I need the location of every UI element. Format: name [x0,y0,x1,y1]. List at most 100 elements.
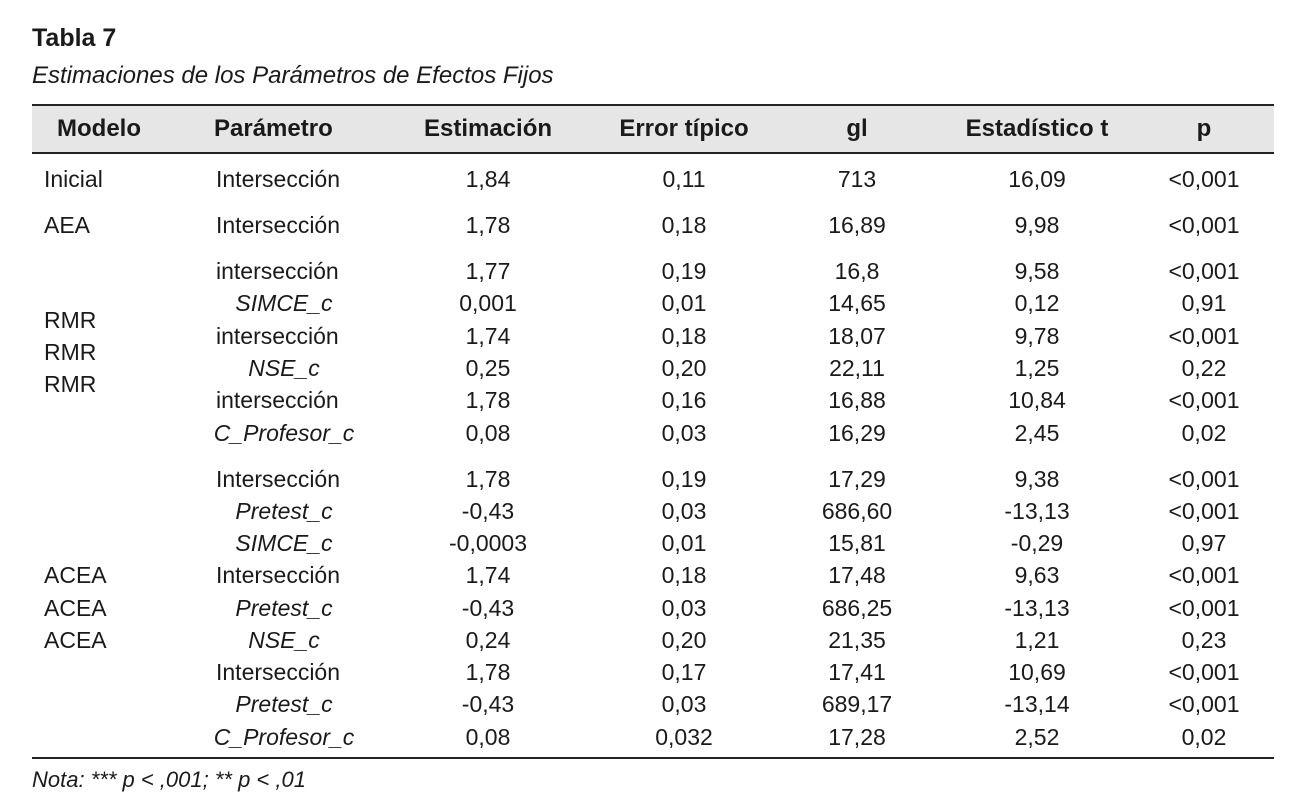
error-tipico-cell: 0,03 [661,420,707,446]
error-tipico-cell: 0,01 [661,530,707,556]
error-tipico-cell: 0,03 [661,595,707,621]
p-cell: <0,001 [1168,387,1240,413]
p-cell: <0,001 [1168,498,1240,524]
gl-cell: 686,60 [821,498,893,524]
p-cell: <0,001 [1168,323,1240,349]
error-tipico-cell: 0,01 [661,290,707,316]
estimacion-cell: 0,08 [465,420,511,446]
p-cell: 0,97 [1181,530,1227,556]
error-tipico-cell: 0,16 [661,387,707,413]
estadistico-t-cell: 2,45 [1014,420,1060,446]
estadistico-t-cell: 9,63 [1014,562,1060,588]
gl-cell: 16,29 [828,420,886,446]
top-rule [32,104,1274,106]
error-tipico-cell: 0,17 [661,659,707,685]
model-label-acea: ACEA [44,627,107,653]
estimacion-cell: -0,43 [461,691,515,717]
param-cell: intersección [216,323,339,349]
gl-cell: 16,89 [828,212,886,238]
param-cell: Intersección [216,659,341,685]
gl-cell: 16,8 [834,258,880,284]
estadistico-t-cell: 16,09 [1008,166,1066,192]
gl-cell: 22,11 [829,355,885,381]
p-cell: <0,001 [1168,166,1240,192]
model-label-acea: ACEA [44,595,107,621]
error-tipico-cell: 0,03 [661,691,707,717]
header-gl: gl [846,115,868,142]
error-tipico-cell: 0,032 [655,724,713,750]
gl-cell: 686,25 [821,595,893,621]
model-label-rmr: RMR [44,371,97,397]
error-tipico-cell: 0,20 [661,355,707,381]
p-cell: 0,91 [1181,290,1227,316]
error-tipico-cell: 0,11 [662,166,706,192]
p-cell: 0,22 [1181,355,1227,381]
p-cell: <0,001 [1168,258,1240,284]
p-cell: <0,001 [1168,659,1240,685]
header-modelo: Modelo [57,115,141,142]
param-cell: C_Profesor_c [213,724,355,750]
gl-cell: 18,07 [828,323,886,349]
error-tipico-cell: 0,19 [661,466,707,492]
estadistico-t-cell: -13,14 [1004,691,1070,717]
estadistico-t-cell: -13,13 [1004,498,1070,524]
error-tipico-cell: 0,18 [661,323,707,349]
error-tipico-cell: 0,18 [661,212,707,238]
table-subtitle: Estimaciones de los Parámetros de Efecto… [32,62,554,89]
model-label-inicial: Inicial [44,166,103,192]
estadistico-t-cell: 9,38 [1014,466,1060,492]
header-estadistico-t: Estadístico t [965,115,1109,142]
estimacion-cell: 1,74 [465,562,511,588]
p-cell: 0,02 [1181,724,1227,750]
estadistico-t-cell: 9,78 [1014,323,1060,349]
gl-cell: 17,28 [828,724,886,750]
param-cell: NSE_c [248,355,320,381]
estadistico-t-cell: -13,13 [1004,595,1070,621]
estimacion-cell: 1,78 [465,212,511,238]
gl-cell: 21,35 [828,627,886,653]
model-label-rmr: RMR [44,339,97,365]
estimacion-cell: 1,78 [465,659,511,685]
bottom-rule [32,757,1274,759]
gl-cell: 17,29 [828,466,886,492]
error-tipico-cell: 0,03 [661,498,707,524]
param-cell: SIMCE_c [235,530,333,556]
p-cell: 0,02 [1181,420,1227,446]
param-cell: intersección [216,258,339,284]
p-cell: <0,001 [1168,595,1240,621]
estadistico-t-cell: 1,21 [1014,627,1060,653]
estimacion-cell: 1,78 [465,466,511,492]
param-cell: Intersección [216,466,341,492]
param-cell: Pretest_c [235,498,333,524]
estimacion-cell: 0,25 [465,355,511,381]
error-tipico-cell: 0,19 [661,258,707,284]
estadistico-t-cell: 9,58 [1014,258,1060,284]
p-cell: <0,001 [1168,562,1240,588]
model-label-rmr: RMR [44,307,97,333]
param-cell: NSE_c [248,627,320,653]
estimacion-cell: 1,78 [465,387,511,413]
param-cell: SIMCE_c [235,290,333,316]
estadistico-t-cell: 0,12 [1014,290,1060,316]
header-error-tipico: Error típico [619,115,749,142]
gl-cell: 15,81 [828,530,886,556]
param-cell: Pretest_c [235,595,333,621]
param-cell: Intersección [216,562,341,588]
estimacion-cell: 1,84 [465,166,511,192]
estadistico-t-cell: 2,52 [1014,724,1060,750]
estadistico-t-cell: 9,98 [1014,212,1060,238]
model-label-acea: ACEA [44,562,107,588]
estimacion-cell: -0,0003 [448,530,528,556]
p-cell: <0,001 [1168,212,1240,238]
p-cell: <0,001 [1168,691,1240,717]
header-background [32,106,1274,152]
param-cell: C_Profesor_c [213,420,355,446]
header-estimacion: Estimación [423,115,553,142]
gl-cell: 713 [837,166,877,192]
gl-cell: 16,88 [828,387,886,413]
estadistico-t-cell: 1,25 [1014,355,1060,381]
gl-cell: 17,41 [828,659,886,685]
estimacion-cell: 0,001 [459,290,517,316]
estimacion-cell: -0,43 [461,498,515,524]
param-cell: Intersección [216,166,341,192]
